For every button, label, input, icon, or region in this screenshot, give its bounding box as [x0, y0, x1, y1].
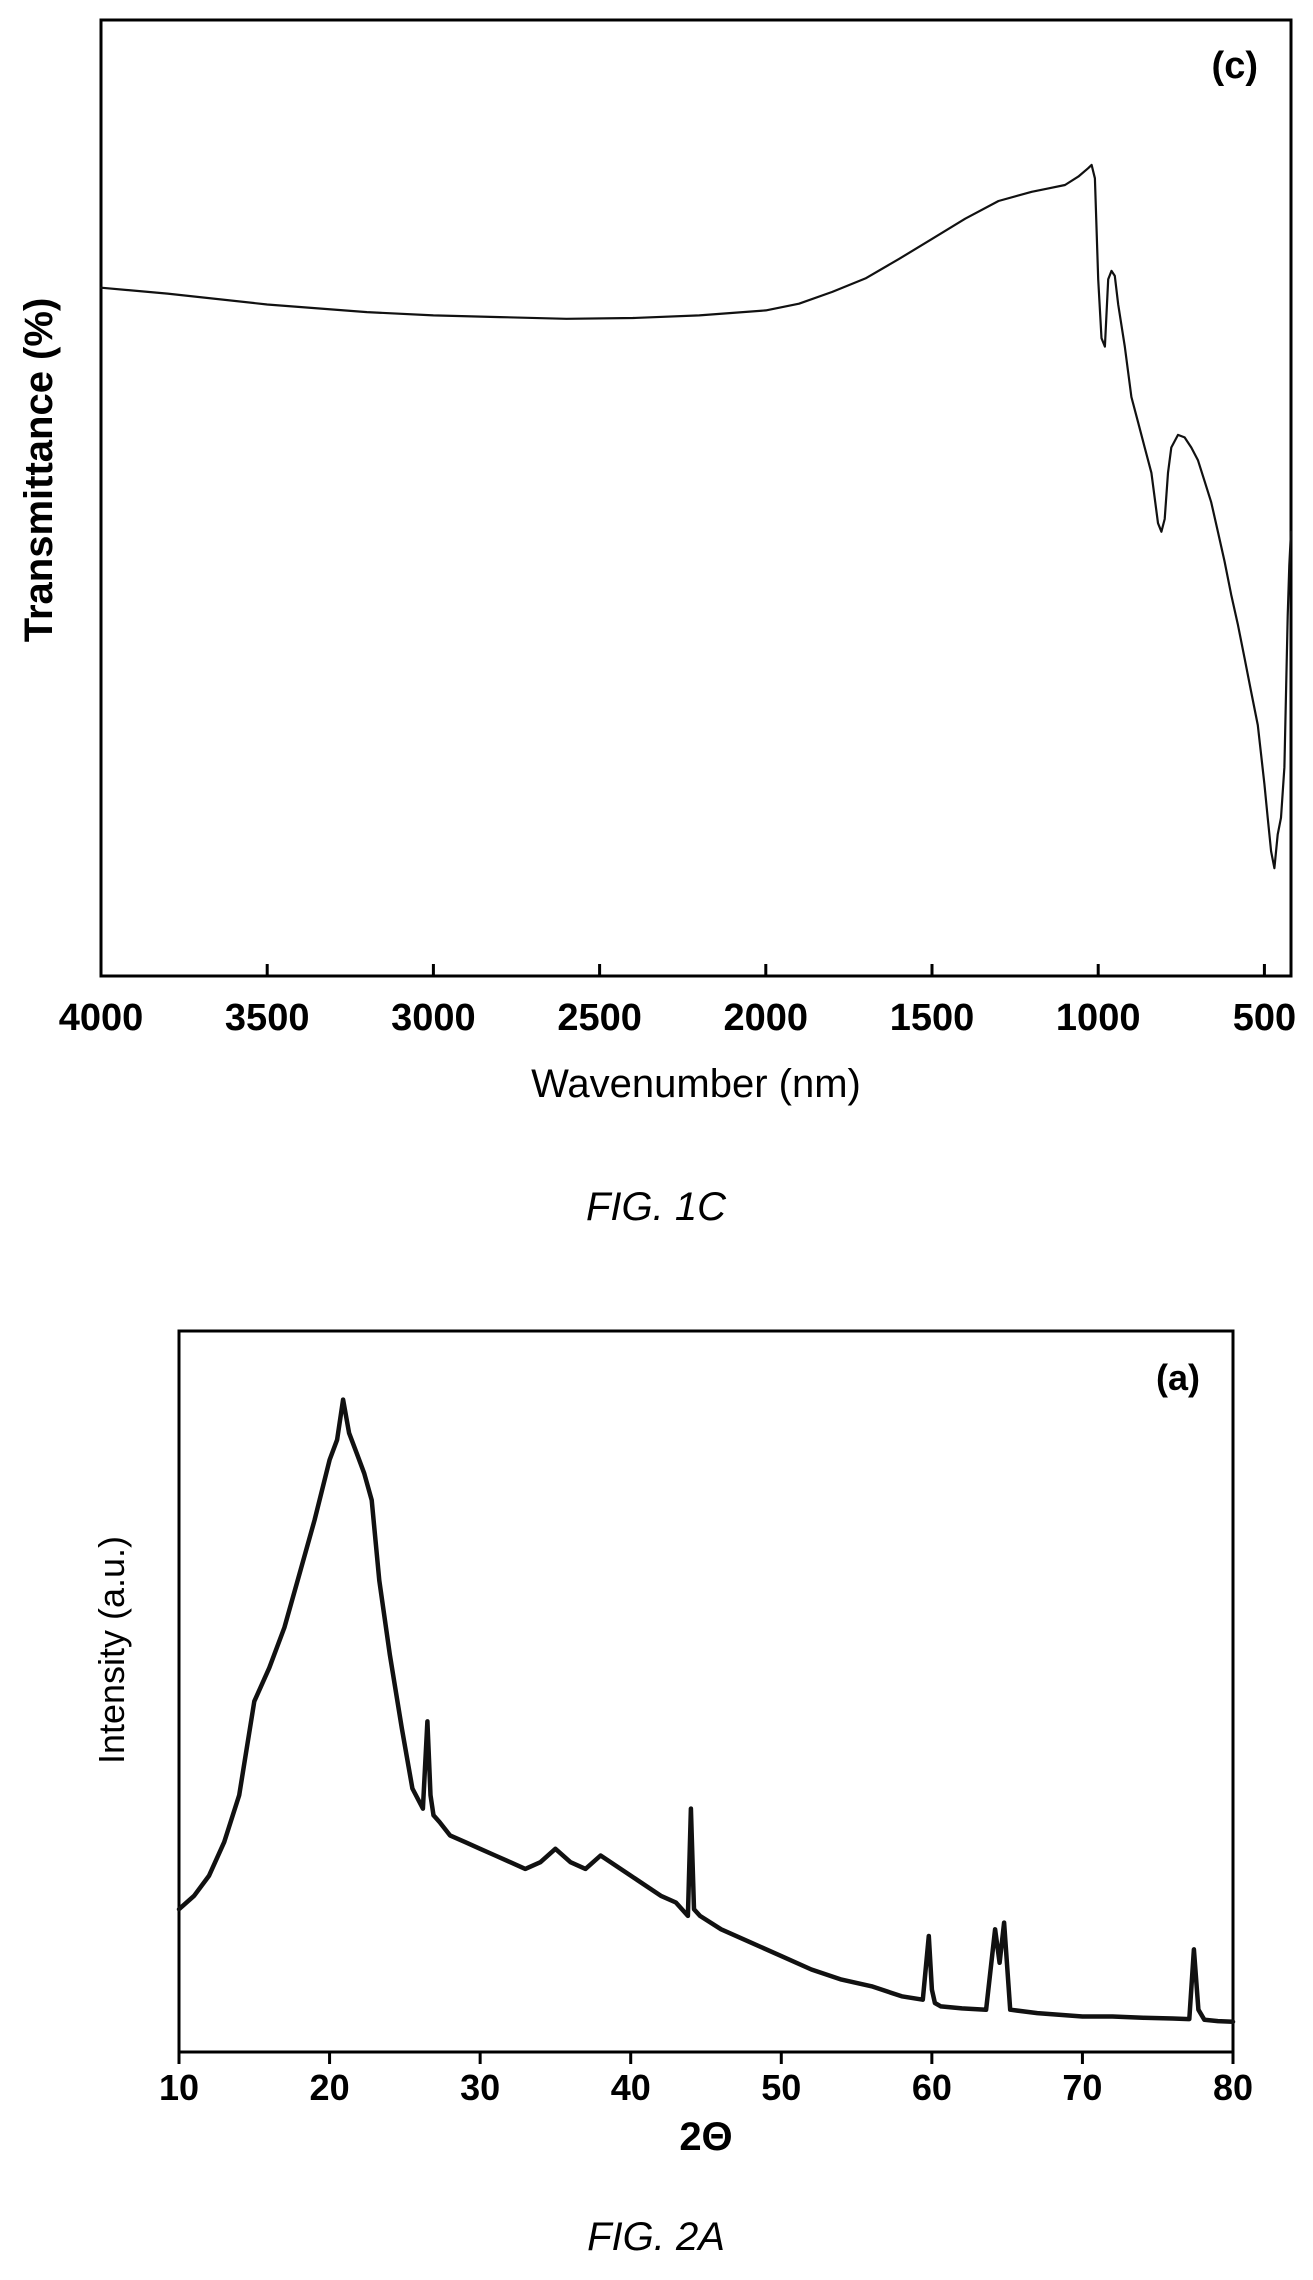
- series-line: [99, 163, 1293, 870]
- figure-caption: FIG. 1C: [586, 1185, 727, 1229]
- x-tick-label: 3000: [391, 997, 476, 1039]
- plot-frame: [99, 18, 1293, 978]
- plot-frame: [177, 1329, 1235, 2054]
- y-axis-label: Transmittance (%): [17, 298, 61, 643]
- panel-label: (c): [1212, 45, 1258, 87]
- x-tick-label: 80: [1213, 2067, 1253, 2108]
- x-tick-label: 30: [460, 2067, 500, 2108]
- x-tick-label: 60: [912, 2067, 952, 2108]
- x-axis-label: Wavenumber (nm): [531, 1062, 861, 1106]
- x-tick-label: 40: [611, 2067, 651, 2108]
- x-tick-label: 1000: [1056, 997, 1141, 1039]
- x-tick-label: 500: [1233, 997, 1296, 1039]
- x-tick-label: 50: [761, 2067, 801, 2108]
- panel-label: (a): [1156, 1357, 1200, 1398]
- x-tick-label: 70: [1062, 2067, 1102, 2108]
- x-tick-labels: 4000 3500 3000 2500 2000 1500 1000 500: [59, 997, 1296, 1039]
- x-tick-labels: 10 20 30 40 50 60 70 80: [159, 2067, 1253, 2108]
- figure-caption: FIG. 2A: [587, 2215, 725, 2259]
- x-tick-label: 2000: [724, 997, 809, 1039]
- x-axis-ticks: [99, 964, 1266, 976]
- x-tick-label: 4000: [59, 997, 144, 1039]
- xrd-chart: 10 20 30 40 50 60 70 80 (a) 2Θ Intensity (a.u.): [91, 1329, 1253, 2159]
- x-tick-label: 20: [310, 2067, 350, 2108]
- x-tick-label: 3500: [225, 997, 310, 1039]
- x-axis-ticks: [177, 2052, 1235, 2064]
- x-tick-label: 10: [159, 2067, 199, 2108]
- x-tick-label: 2500: [557, 997, 642, 1039]
- series-line: [176, 1397, 1236, 2025]
- ftir-chart: 4000 3500 3000 2500 2000 1500 1000 500 (c) Wave…: [17, 18, 1296, 1106]
- x-tick-label: 1500: [890, 997, 975, 1039]
- y-axis-label: Intensity (a.u.): [91, 1536, 132, 1764]
- x-axis-label: 2Θ: [679, 2115, 732, 2159]
